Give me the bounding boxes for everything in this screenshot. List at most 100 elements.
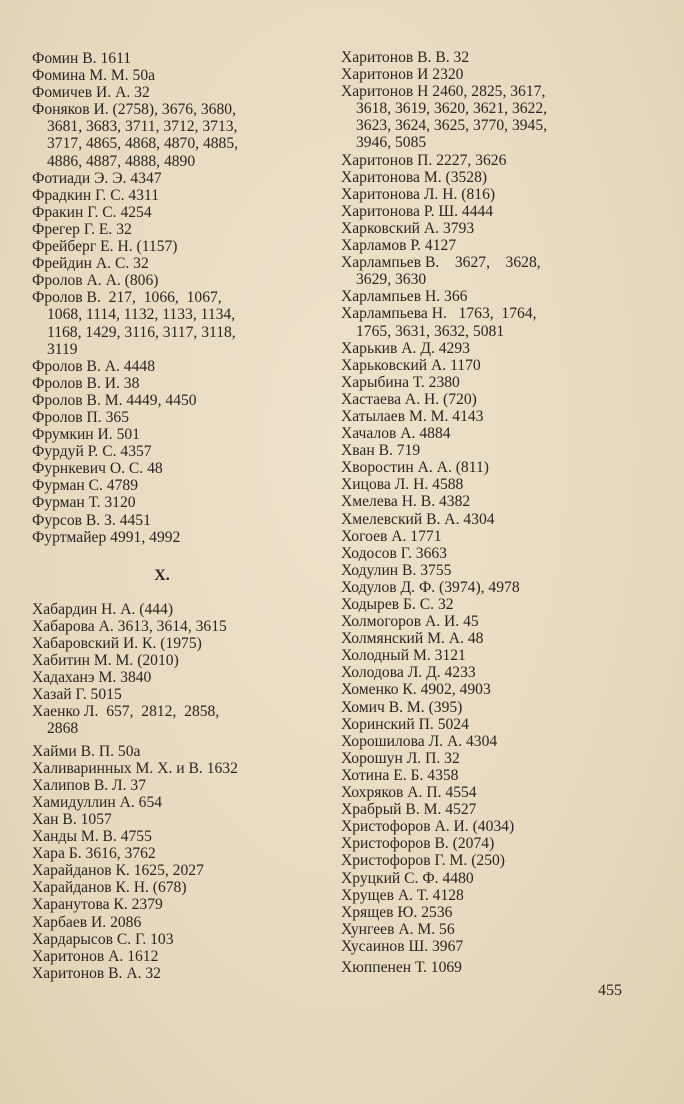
index-entry: Хоринский П. 5024 — [341, 716, 631, 733]
index-entry: Хабитин М. М. (2010) — [32, 652, 322, 669]
index-entry: Хатылаев М. М. 4143 — [341, 408, 631, 425]
entry-line: Хайми В. П. 50а — [32, 742, 141, 760]
index-entry: Хмелева Н. В. 4382 — [341, 493, 631, 510]
index-entry: Хоменко К. 4902, 4903 — [341, 681, 631, 698]
index-entry: Хрящев Ю. 2536 — [341, 904, 631, 921]
entry-line: Хатылаев М. М. 4143 — [341, 407, 484, 425]
index-entry: Хворостин А. А. (811) — [341, 459, 631, 476]
entry-line: Хван В. 719 — [341, 442, 421, 460]
entry-line: Хачалов А. 4884 — [341, 425, 451, 443]
entry-line: Хомич В. М. (395) — [341, 698, 463, 716]
index-entry: Холмянский М. А. 48 — [341, 630, 631, 647]
entry-line: Холодный М. 3121 — [341, 647, 466, 665]
entry-line: Хмелева Н. В. 4382 — [341, 493, 471, 511]
entry-line: Хохряков А. П. 4554 — [341, 784, 477, 802]
index-entry: Фрумкин И. 501 — [32, 426, 322, 443]
index-entry: Хмелевский В. А. 4304 — [341, 511, 631, 528]
index-entry: Фрадкин Г. С. 4311 — [32, 187, 322, 204]
entry-line: Фролов В. М. 4449, 4450 — [32, 391, 197, 409]
entry-line: Харанутова К. 2379 — [32, 896, 163, 914]
entry-line: Храбрый В. М. 4527 — [341, 801, 477, 819]
entry-line: Харитонова Р. Ш. 4444 — [341, 202, 494, 220]
index-entry: Харлампьева Н. 1763, 1764, 1765, 3631, 36… — [341, 305, 631, 339]
entry-line: Хадаханэ М. 3840 — [32, 669, 152, 687]
index-entry: Хрущев А. Т. 4128 — [341, 887, 631, 904]
index-entry: Холодова Л. Д. 4233 — [341, 664, 631, 681]
entry-continuation-line: 2868 — [47, 720, 79, 738]
index-entry: Фотиади Э. Э. 4347 — [32, 170, 322, 187]
index-entry: Харькив А. Д. 4293 — [341, 340, 631, 357]
entry-line: Хмелевский В. А. 4304 — [341, 510, 495, 528]
index-entry: Фомина М. М. 50а — [32, 67, 322, 84]
index-entry: Хомич В. М. (395) — [341, 699, 631, 716]
index-entry: Хунгеев А. М. 56 — [341, 921, 631, 938]
index-entry: Харитонов Н 2460, 2825, 3617, 3618, 3619,… — [341, 83, 631, 151]
index-entry: Фомичев И. А. 32 — [32, 84, 322, 101]
entry-line: Харыбина Т. 2380 — [341, 373, 460, 391]
entry-line: Фурдуй Р. С. 4357 — [32, 443, 152, 461]
index-entry: Хицова Л. Н. 4588 — [341, 476, 631, 493]
entry-line: Фролов П. 365 — [32, 408, 129, 426]
index-entry: Харлампьев В. 3627, 3628, 3629, 3630 — [341, 254, 631, 288]
index-entry: Ходулов Д. Ф. (3974), 4978 — [341, 579, 631, 596]
entry-line: Фролов В. И. 38 — [32, 374, 140, 392]
index-entry: Фомин В. 1611 — [32, 50, 322, 67]
index-entry: Харковский А. 3793 — [341, 220, 631, 237]
entry-line: Хабарова А. 3613, 3614, 3615 — [32, 617, 227, 635]
entry-line: Хардарысов С. Г. 103 — [32, 930, 174, 948]
entry-line: Харитонова М. (3528) — [341, 168, 488, 186]
index-entry: Хогоев А. 1771 — [341, 528, 631, 545]
entry-line: Хастаева А. Н. (720) — [341, 390, 477, 408]
entry-line: Харитонов Н 2460, 2825, 3617, — [341, 83, 546, 101]
index-entry: Храбрый В. М. 4527 — [341, 801, 631, 818]
entry-continuation-line: 3618, 3619, 3620, 3621, 3622, — [356, 100, 548, 118]
index-entry: Хадаханэ М. 3840 — [32, 669, 322, 686]
left-column: Фомин В. 1611 Фомина М. М. 50а Фомичев И. … — [32, 50, 322, 982]
entry-line: Фурнкевич О. С. 48 — [32, 460, 163, 478]
index-entry: Харитонова Р. Ш. 4444 — [341, 203, 631, 220]
entry-line: Ханды М. В. 4755 — [32, 828, 152, 846]
entry-line: Харковский А. 3793 — [341, 219, 475, 237]
index-entry: Хусаинов Ш. 3967 — [341, 938, 631, 955]
index-entry: Ходосов Г. 3663 — [341, 545, 631, 562]
index-entry: Харлампьев Н. 366 — [341, 288, 631, 305]
entry-line: Фомичев И. А. 32 — [32, 84, 150, 102]
index-entry: Холмогоров А. И. 45 — [341, 613, 631, 630]
entry-continuation-line: 3946, 5085 — [356, 134, 427, 152]
index-entry: Фурнкевич О. С. 48 — [32, 460, 322, 477]
index-entry: Фролов П. 365 — [32, 409, 322, 426]
index-entry: Харитонова Л. Н. (816) — [341, 186, 631, 203]
index-entry: Фролов В. М. 4449, 4450 — [32, 392, 322, 409]
entry-continuation-line: 1068, 1114, 1132, 1133, 1134, — [47, 306, 236, 324]
index-entry: Холодный М. 3121 — [341, 647, 631, 664]
entry-line: Фомина М. М. 50а — [32, 67, 156, 85]
index-entry: Хюппенен Т. 1069 — [341, 959, 631, 976]
index-entry: Харайданов К. 1625, 2027 — [32, 862, 322, 879]
index-entry: Хабарова А. 3613, 3614, 3615 — [32, 618, 322, 635]
entry-continuation-line: 4886, 4887, 4888, 4890 — [47, 152, 196, 170]
entries-kha-section: Хабардин Н. А. (444) Хабарова А. 3613, 36… — [32, 601, 322, 982]
index-entry: Хайми В. П. 50а — [32, 743, 322, 760]
entry-line: Фотиади Э. Э. 4347 — [32, 169, 162, 187]
index-entry: Хабаровский И. К. (1975) — [32, 635, 322, 652]
index-entry: Фрейберг Е. Н. (1157) — [32, 238, 322, 255]
index-entry: Фурман Т. 3120 — [32, 494, 322, 511]
entry-continuation-line: 3717, 4865, 4868, 4870, 4885, — [47, 135, 239, 153]
entry-continuation-line: 1168, 1429, 3116, 3117, 3118, — [47, 323, 236, 341]
entry-line: Ходулин В. 3755 — [341, 561, 452, 579]
entry-line: Христофоров В. (2074) — [341, 835, 495, 853]
index-entry: Фролов В. А. 4448 — [32, 358, 322, 375]
entry-line: Харлампьев Н. 366 — [341, 288, 468, 306]
entry-line: Харбаев И. 2086 — [32, 913, 142, 931]
entry-line: Ходырев Б. С. 32 — [341, 596, 454, 613]
index-entry: Фролов В. 217, 1066, 1067, 1068, 1114, 11… — [32, 289, 322, 357]
index-entry: Харанутова К. 2379 — [32, 896, 322, 913]
index-entry: Хруцкий С. Ф. 4480 — [341, 870, 631, 887]
index-entry: Хорошун Л. П. 32 — [341, 750, 631, 767]
entry-line: Хоринский П. 5024 — [341, 715, 469, 733]
index-entry: Христофоров Г. М. (250) — [341, 852, 631, 869]
index-entry: Хардарысов С. Г. 103 — [32, 931, 322, 948]
entry-line: Халиваринных М. Х. и В. 1632 — [32, 759, 238, 777]
index-entry: Фоняков И. (2758), 3676, 3680, 3681, 3683… — [32, 101, 322, 169]
